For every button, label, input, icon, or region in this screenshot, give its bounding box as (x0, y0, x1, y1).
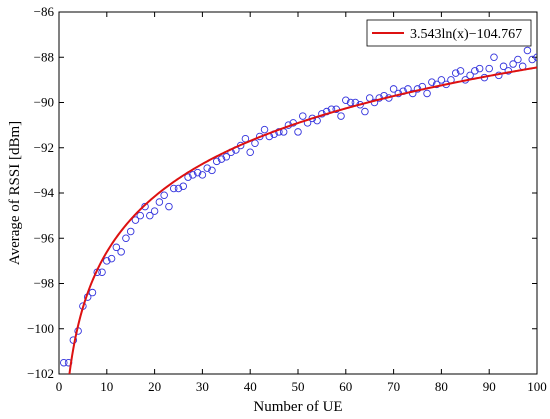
legend-label: 3.543ln(x)−104.767 (410, 27, 522, 42)
data-point (423, 89, 431, 98)
data-point (112, 243, 121, 252)
x-tick-label: 100 (527, 379, 547, 394)
x-tick-label: 70 (387, 379, 400, 394)
data-point (165, 202, 173, 211)
data-point (212, 157, 221, 166)
data-point (485, 64, 493, 73)
y-tick-label: −94 (34, 185, 55, 200)
data-point (131, 216, 140, 224)
x-tick-label: 40 (244, 379, 257, 394)
data-point (155, 198, 164, 206)
data-point (389, 85, 398, 93)
data-point (523, 46, 532, 55)
data-point (475, 64, 484, 73)
data-point (432, 80, 441, 89)
data-point (451, 69, 460, 77)
data-point (490, 53, 498, 62)
y-tick-label: −96 (34, 230, 55, 245)
data-point (437, 76, 446, 84)
data-point (184, 173, 192, 181)
y-tick-label: −100 (27, 321, 54, 336)
data-point (222, 153, 231, 161)
data-point (179, 182, 188, 190)
data-point (471, 67, 479, 75)
data-point (428, 78, 436, 86)
y-axis: −102 −100 −98 −96 −94 −92 −90 −88 −86 (27, 4, 537, 381)
data-point (509, 60, 517, 68)
data-point (103, 257, 111, 265)
plot-area (58, 11, 538, 375)
data-point (260, 125, 269, 134)
data-point (174, 184, 183, 193)
x-axis: 0 10 20 30 40 50 60 70 80 90 100 (56, 12, 547, 394)
data-point (337, 112, 345, 120)
data-point (346, 98, 355, 107)
data-point (146, 211, 154, 220)
x-tick-label: 80 (435, 379, 448, 394)
data-point (117, 248, 125, 256)
data-point (160, 191, 168, 200)
data-point (203, 164, 211, 172)
data-point (107, 254, 116, 263)
data-point (361, 107, 369, 116)
y-tick-label: −98 (34, 276, 54, 291)
data-point (126, 227, 135, 236)
data-point (533, 53, 537, 61)
data-point (189, 171, 197, 179)
x-axis-label: Number of UE (253, 399, 342, 415)
fit-curve (68, 66, 537, 374)
data-point (150, 207, 159, 215)
y-tick-label: −90 (34, 95, 54, 110)
data-point (217, 155, 226, 163)
data-point (299, 112, 307, 120)
data-point (528, 55, 536, 64)
data-point (294, 128, 302, 136)
x-tick-label: 90 (483, 379, 496, 394)
data-point (60, 358, 68, 367)
data-point (122, 234, 130, 242)
data-point (193, 168, 202, 177)
y-tick-label: −102 (27, 366, 54, 381)
x-tick-label: 20 (148, 379, 161, 394)
x-tick-label: 10 (100, 379, 113, 394)
y-tick-label: −86 (34, 4, 55, 19)
data-point (408, 89, 417, 98)
data-point (141, 202, 149, 211)
y-tick-label: −92 (34, 140, 54, 155)
x-tick-label: 0 (56, 379, 63, 394)
x-tick-label: 50 (292, 379, 305, 394)
data-point (499, 62, 508, 71)
data-point (136, 211, 145, 220)
x-tick-label: 60 (339, 379, 352, 394)
data-point (456, 67, 465, 75)
data-point (169, 184, 178, 193)
legend: 3.543ln(x)−104.767 (366, 19, 532, 47)
data-point (208, 166, 216, 175)
data-point (246, 148, 254, 157)
x-tick-label: 30 (196, 379, 209, 394)
data-point (514, 55, 522, 64)
y-axis-label: Average of RSSI [dBm] (7, 121, 23, 265)
data-point (88, 288, 97, 297)
data-point (342, 96, 350, 104)
data-point (98, 268, 106, 276)
data-point (198, 171, 207, 179)
y-tick-label: −88 (34, 49, 54, 64)
